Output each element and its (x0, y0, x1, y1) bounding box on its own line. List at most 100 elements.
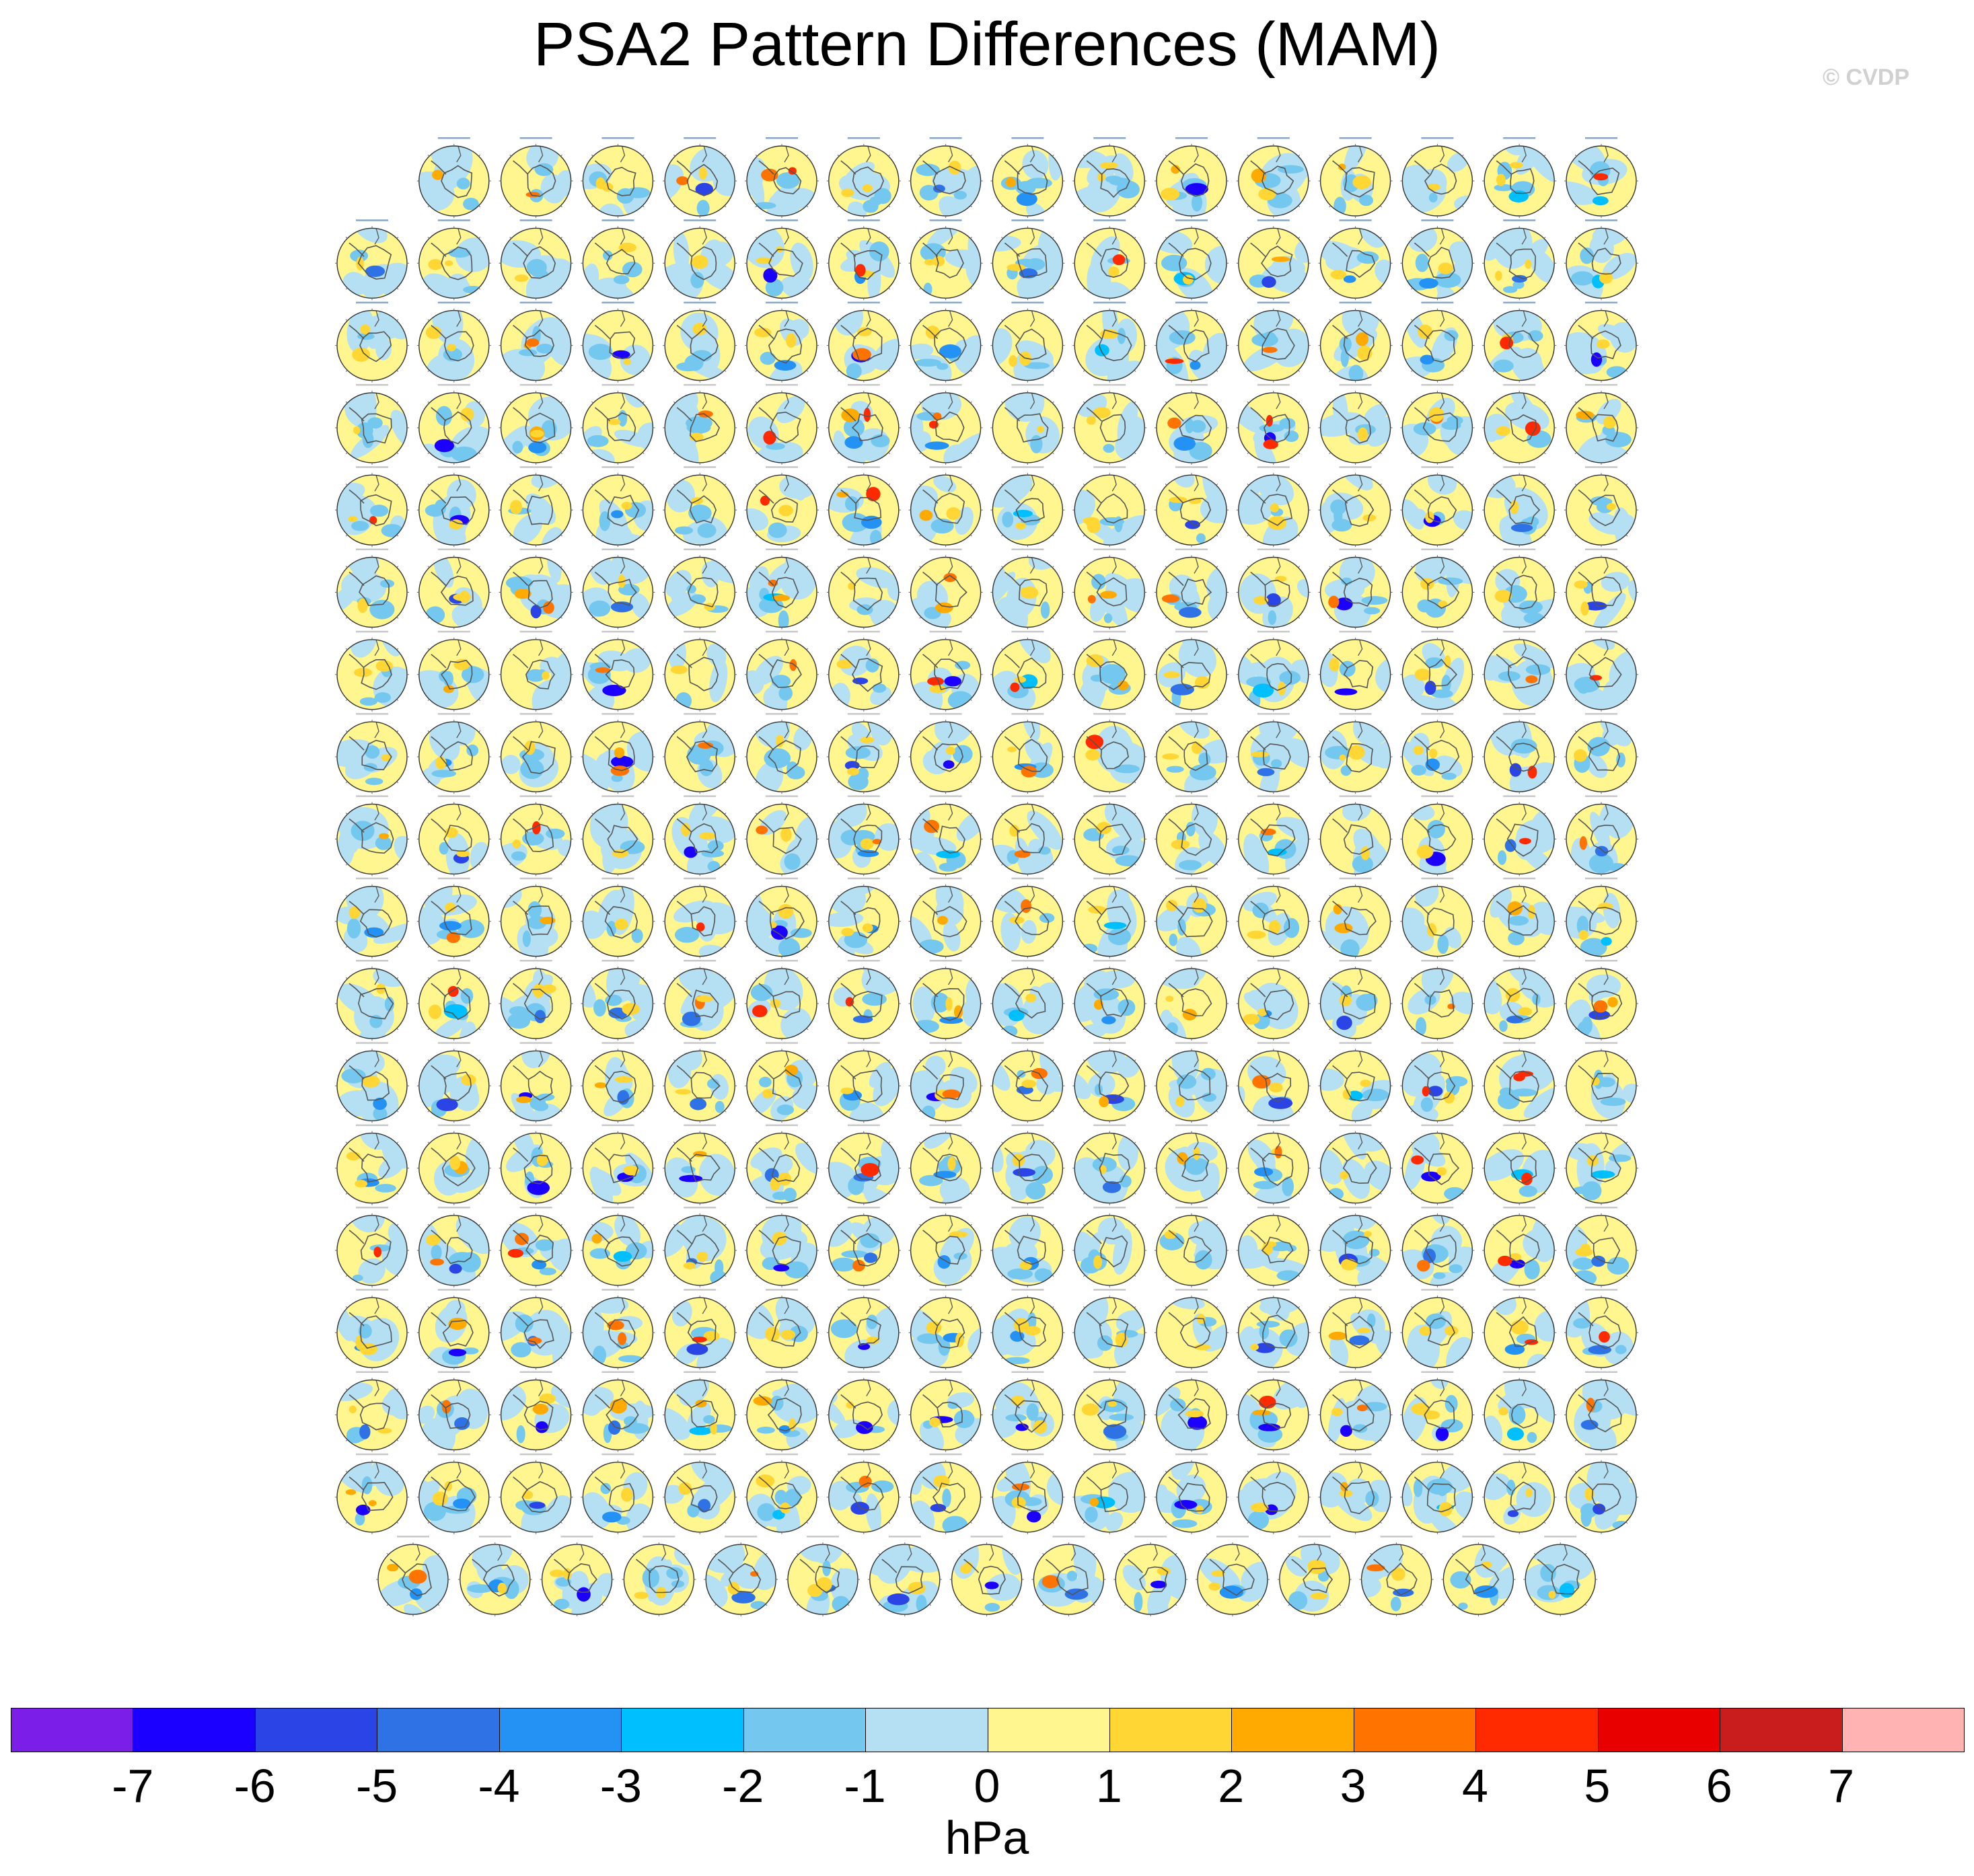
panel-caption (929, 960, 962, 962)
map-panel (1400, 960, 1475, 1041)
panel-caption (519, 137, 552, 139)
colorbar-tick-label: 0 (974, 1760, 1000, 1812)
map-panel (581, 1206, 655, 1287)
panel-caption (437, 630, 470, 633)
map-panel (1400, 1289, 1475, 1370)
map-panel (990, 1453, 1065, 1534)
panel-caption (1585, 630, 1617, 633)
panel-caption (1257, 137, 1290, 139)
panel-caption (766, 1289, 798, 1291)
map-panel (1072, 1124, 1147, 1205)
map-panel (1236, 1453, 1311, 1534)
map-panel (1564, 713, 1638, 794)
panel-caption (601, 1042, 634, 1044)
colorbar-tick-label: -5 (356, 1760, 398, 1812)
map-panel (1236, 630, 1311, 712)
panel-caption (1093, 137, 1126, 139)
map-panel (826, 795, 901, 876)
panel-caption (519, 1371, 552, 1373)
colorbar-box (1476, 1709, 1599, 1752)
map-panel (581, 301, 655, 383)
panel-caption (1339, 1124, 1372, 1127)
map-panel (416, 301, 491, 383)
panel-caption (1175, 1206, 1208, 1209)
panel-caption (1175, 219, 1208, 221)
map-panel (826, 548, 901, 630)
panel-caption (519, 548, 552, 550)
map-panel (1564, 466, 1638, 548)
colorbar-box (988, 1709, 1110, 1752)
map-panel (1236, 219, 1311, 301)
map-panel (1196, 1536, 1270, 1617)
map-panel (1318, 630, 1393, 712)
map-panel (949, 1536, 1024, 1617)
panel-caption (766, 548, 798, 550)
map-panel (826, 960, 901, 1041)
panel-caption (519, 795, 552, 797)
map-panel (1072, 1042, 1147, 1123)
panel-caption (1175, 1289, 1208, 1291)
panel-caption (1503, 466, 1536, 468)
panel-caption (847, 713, 880, 715)
panel-caption (766, 713, 798, 715)
colorbar-box (133, 1709, 256, 1752)
map-panel (1482, 383, 1557, 465)
map-panel (990, 383, 1065, 465)
credit-label: © CVDP (1823, 65, 1909, 90)
panel-caption (1011, 1124, 1044, 1127)
panel-caption (356, 219, 388, 221)
panel-caption (356, 877, 388, 880)
map-panel (416, 1371, 491, 1452)
map-panel (1072, 877, 1147, 959)
map-panel (1155, 713, 1229, 794)
map-panel (581, 630, 655, 712)
panel-caption (684, 1206, 717, 1209)
panel-caption (1011, 877, 1044, 880)
panel-caption (601, 383, 634, 386)
panel-caption (1216, 1536, 1249, 1538)
map-panel (1155, 1042, 1229, 1123)
panel-caption (560, 1536, 593, 1538)
map-panel (499, 795, 573, 876)
map-panel (1072, 301, 1147, 383)
panel-caption (1503, 1289, 1536, 1291)
map-panel (745, 548, 819, 630)
panel-caption (929, 1289, 962, 1291)
colorbar-box (1720, 1709, 1843, 1752)
map-panel (826, 301, 901, 383)
colorbar-box (255, 1709, 378, 1752)
panel-caption (929, 630, 962, 633)
panel-caption (1339, 137, 1372, 139)
panel-caption (1257, 960, 1290, 962)
panel-caption (1093, 630, 1126, 633)
panel-caption (1093, 1206, 1126, 1209)
map-panel (581, 877, 655, 959)
panel-caption (356, 383, 388, 386)
map-panel (826, 466, 901, 548)
panel-caption (1298, 1536, 1331, 1538)
map-panel (1318, 1206, 1393, 1287)
panel-caption (519, 219, 552, 221)
colorbar-box (866, 1709, 988, 1752)
colorbar-tick-label: 7 (1828, 1760, 1855, 1812)
panel-caption (643, 1536, 675, 1538)
panel-caption (1011, 713, 1044, 715)
map-panel (1400, 137, 1475, 218)
map-panel (1564, 1042, 1638, 1123)
map-panel (1482, 219, 1557, 301)
panel-caption (1093, 466, 1126, 468)
map-panel (1482, 795, 1557, 876)
panel-caption (1257, 219, 1290, 221)
map-panel (663, 137, 737, 218)
panel-caption (1011, 548, 1044, 550)
panel-caption (1339, 1289, 1372, 1291)
panel-caption (1421, 713, 1454, 715)
panel-caption (766, 630, 798, 633)
map-panel (663, 383, 737, 465)
panel-caption (437, 466, 470, 468)
map-panel (745, 1206, 819, 1287)
map-panel (1318, 548, 1393, 630)
map-panel (1482, 960, 1557, 1041)
panel-caption (1339, 466, 1372, 468)
map-panel (990, 877, 1065, 959)
